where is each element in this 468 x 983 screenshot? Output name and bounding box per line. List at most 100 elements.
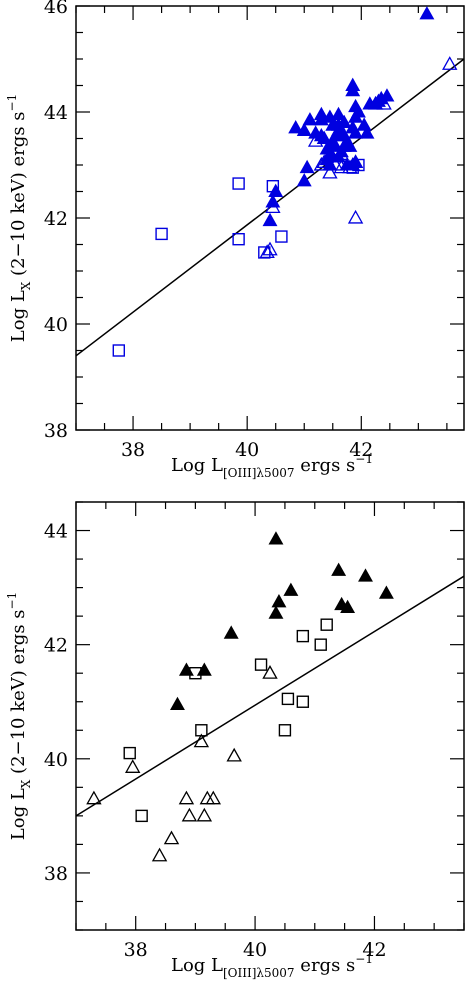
x-axis-label: Log L[OIII]λ5007 ergs s−1 [171, 452, 373, 480]
open-triangle-point [193, 733, 210, 748]
open-square-point [278, 724, 292, 737]
open-triangle-point [262, 665, 278, 679]
x-axis-label-unit: ergs s [295, 455, 356, 476]
x-axis-label-unit: ergs s [295, 955, 356, 976]
open-triangle-point [86, 790, 102, 805]
filled-triangle-point [268, 605, 284, 619]
open-triangle-point [163, 830, 180, 845]
open-square-point [195, 724, 208, 737]
y-tick-label: 40 [44, 749, 68, 771]
y-axis-label-main: Log L [8, 290, 29, 342]
filled-triangle-point [296, 173, 312, 187]
open-triangle-point [333, 146, 350, 161]
y-tick-label: 44 [44, 521, 68, 543]
y-tick-label: 38 [44, 420, 68, 442]
y-axis-label-sup: −1 [5, 592, 19, 610]
y-tick-label: 42 [44, 635, 68, 657]
filled-triangle-point [322, 109, 338, 123]
filled-triangle-point [268, 531, 284, 545]
open-triangle-point [205, 790, 222, 805]
filled-triangle-point [359, 125, 375, 139]
open-triangle-point [333, 159, 350, 174]
y-tick-label: 42 [44, 208, 68, 230]
filled-triangle-point [348, 125, 364, 139]
x-tick-label: 38 [121, 439, 145, 461]
open-square-point [155, 227, 168, 241]
filled-triangle-point [178, 662, 194, 676]
filled-triangle-point [313, 106, 329, 121]
open-triangle-point [226, 747, 242, 762]
filled-triangle-point [358, 568, 373, 582]
filled-triangle-point [262, 212, 278, 227]
y-tick-label: 38 [44, 863, 68, 885]
x-tick-label: 40 [243, 939, 267, 961]
filled-triangle-point [331, 117, 346, 131]
open-square-point [135, 809, 148, 823]
y-tick-label: 40 [44, 314, 68, 336]
filled-triangle-point [283, 582, 299, 596]
plot-frame [75, 501, 465, 931]
open-square-point [112, 344, 125, 357]
open-triangle-point [442, 56, 458, 70]
open-triangle-point [347, 209, 364, 224]
y-axis-label-sup: −1 [5, 94, 19, 112]
open-square-point [232, 232, 245, 246]
open-triangle-point [316, 154, 332, 168]
filled-triangle-point [316, 130, 332, 144]
open-triangle-point [196, 807, 213, 822]
open-square-point [320, 618, 333, 631]
open-square-point [352, 158, 365, 172]
open-square-point [281, 692, 295, 706]
y-tick-label: 46 [44, 0, 68, 18]
filled-triangle-point [378, 585, 394, 599]
y-axis-label: Log LX (2−10 keV) ergs s−1 [5, 592, 33, 840]
x-axis-label-sub: [OIII]λ5007 [223, 966, 295, 980]
y-axis-label: Log LX (2−10 keV) ergs s−1 [5, 94, 33, 342]
filled-triangle-point [223, 625, 239, 639]
filled-triangle-point [271, 594, 287, 608]
open-triangle-point [327, 156, 344, 171]
open-triangle-point [178, 790, 195, 805]
filled-triangle-point [196, 662, 212, 676]
x-axis-label-sub: [OIII]λ5007 [223, 466, 295, 480]
open-triangle-point [307, 133, 324, 147]
filled-triangle-point [299, 159, 315, 174]
open-triangle-point [322, 164, 338, 179]
open-square-point [189, 667, 202, 680]
y-axis-label-sub: X [19, 779, 33, 788]
x-axis-label-sup: −1 [355, 952, 373, 966]
filled-triangle-point [268, 183, 284, 197]
open-square-point [123, 746, 136, 760]
open-square-point [266, 179, 280, 193]
open-triangle-point [124, 759, 141, 773]
filled-triangle-point [302, 112, 318, 126]
filled-triangle-point [419, 6, 435, 20]
filled-triangle-point [331, 562, 347, 576]
open-triangle-point [181, 807, 198, 822]
open-square-point [296, 695, 310, 708]
x-axis-label-main: Log L [171, 955, 223, 976]
x-tick-label: 42 [362, 939, 386, 961]
y-axis-label-sub: X [19, 281, 33, 290]
open-square-point [296, 629, 310, 643]
open-square-point [232, 177, 245, 190]
open-square-point [258, 246, 271, 259]
y-axis-label-unit: (2−10 keV) ergs s [8, 111, 29, 281]
y-axis-label-main: Log L [8, 788, 29, 840]
regression-line [76, 575, 464, 817]
x-tick-label: 38 [124, 939, 148, 961]
open-triangle-point [376, 95, 392, 110]
x-axis-label-main: Log L [171, 455, 223, 476]
open-square-point [254, 658, 268, 671]
x-axis-label: Log L[OIII]λ5007 ergs s−1 [171, 952, 373, 980]
open-triangle-point [151, 847, 168, 862]
y-axis-label-unit: (2−10 keV) ergs s [8, 609, 29, 779]
open-square-point [314, 638, 327, 651]
filled-triangle-point [170, 696, 185, 711]
x-tick-label: 40 [235, 439, 259, 461]
filled-triangle-point [350, 104, 366, 118]
y-tick-label: 44 [44, 102, 68, 124]
